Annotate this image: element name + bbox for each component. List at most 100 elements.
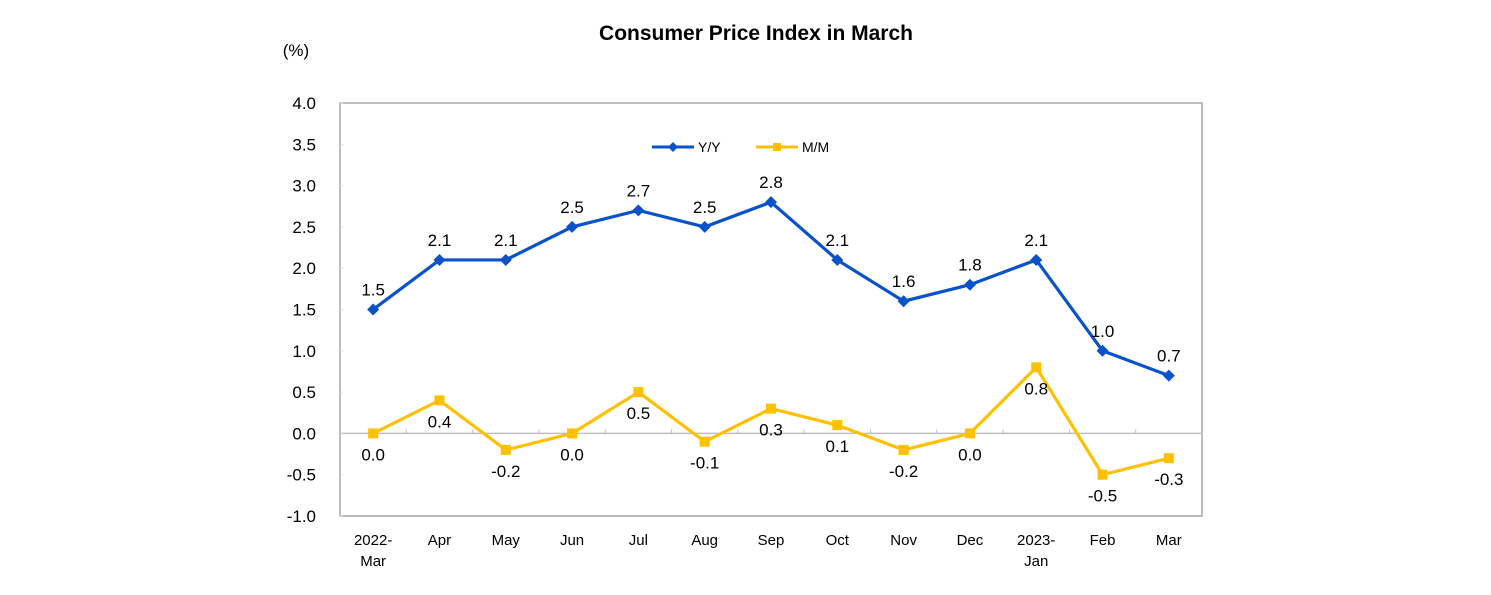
data-point-marker	[633, 387, 644, 398]
series-m-m: 0.0 0.4 -0.2 0.0 0.5 -0.1 0.3 0.1 -0.2 0.0 0.8 -0.5…	[361, 362, 1183, 506]
data-label: 0.7	[1157, 347, 1181, 366]
data-point-marker	[1163, 453, 1174, 464]
data-label: 1.8	[958, 256, 982, 275]
legend-item: M/M	[756, 139, 829, 155]
data-label: 2.1	[825, 231, 849, 250]
data-label: 2.5	[560, 198, 584, 217]
data-label: 0.0	[958, 445, 982, 464]
x-tick-label-line: Jul	[629, 532, 648, 549]
data-label: 0.4	[428, 412, 452, 431]
x-tick-label: Sep	[758, 532, 785, 549]
data-point-marker	[1031, 362, 1042, 373]
x-tick-label: May	[492, 532, 521, 549]
data-label: 2.1	[1024, 231, 1048, 250]
y-tick-label: -1.0	[287, 507, 316, 526]
legend-marker	[668, 142, 678, 152]
data-point-marker	[964, 428, 975, 439]
x-tick-label-line: Mar	[1156, 532, 1182, 549]
y-tick-label: 0.0	[292, 424, 316, 443]
x-tick-label: Jul	[629, 532, 648, 549]
legend-label: Y/Y	[698, 139, 721, 155]
y-axis: 4.0 3.5 3.0 2.5 2.0 1.5 1.0 0.5 0.0 -0.5 -1.0	[287, 94, 343, 526]
data-label: 0.8	[1024, 379, 1048, 398]
y-tick-label: 0.5	[292, 383, 316, 402]
data-point-marker	[832, 420, 843, 431]
x-tick-label-line: Dec	[957, 532, 984, 549]
x-tick-label-line: May	[492, 532, 521, 549]
x-tick-label: 2023- Jan	[1017, 532, 1055, 570]
data-point-marker	[766, 403, 776, 414]
x-tick-label: Oct	[826, 532, 850, 549]
x-tick-label: Mar	[1156, 532, 1182, 549]
plot-border	[339, 102, 1203, 517]
x-tick-label: Nov	[890, 532, 917, 549]
data-point-marker	[567, 428, 578, 439]
legend-marker	[773, 143, 781, 151]
legend-item: Y/Y	[652, 139, 721, 155]
data-point-marker	[765, 196, 777, 209]
data-label: 0.5	[627, 404, 651, 423]
x-tick-label-line: Aug	[691, 532, 718, 549]
x-tick-label-line: Jun	[560, 532, 584, 549]
series-y-y: 1.5 2.1 2.1 2.5 2.7 2.5 2.8 2.1 1.6 1.8 2.1 1.0 0.7	[361, 173, 1181, 382]
data-point-marker	[897, 295, 910, 308]
x-tick-label: Dec	[957, 532, 984, 549]
data-label: 2.8	[759, 173, 783, 192]
x-tick-label-line: 2023-	[1017, 532, 1055, 549]
x-tick-label-line: Jan	[1024, 553, 1048, 570]
y-tick-label: 3.0	[292, 177, 316, 196]
data-point-marker	[699, 436, 710, 447]
data-point-marker	[1162, 369, 1175, 382]
data-point-marker	[698, 220, 711, 233]
data-point-marker	[500, 444, 511, 455]
series-layer: 1.5 2.1 2.1 2.5 2.7 2.5 2.8 2.1 1.6 1.8 2.1 1.0 0.7 0…	[361, 173, 1183, 506]
x-tick-label-line: Feb	[1090, 532, 1116, 549]
y-tick-label: 2.5	[292, 218, 316, 237]
data-label: -0.2	[889, 462, 918, 481]
x-tick-label: Jun	[560, 532, 584, 549]
data-label: 1.6	[892, 272, 916, 291]
legend-label: M/M	[802, 139, 829, 155]
x-tick-label-line: Nov	[890, 532, 917, 549]
chart-title: Consumer Price Index in March	[599, 22, 913, 45]
x-tick-label: Feb	[1090, 532, 1116, 549]
data-label: 1.0	[1091, 322, 1115, 341]
data-label: -0.2	[491, 462, 520, 481]
y-tick-label: 3.5	[292, 135, 316, 154]
x-tick-label-line: Sep	[758, 532, 785, 549]
y-tick-label: 2.0	[292, 259, 316, 278]
data-label: 0.0	[560, 445, 584, 464]
data-label: -0.5	[1088, 487, 1117, 506]
data-point-marker	[963, 278, 976, 291]
y-axis-unit-label: (%)	[283, 41, 309, 60]
x-tick-label: Aug	[691, 532, 718, 549]
data-point-marker	[1097, 469, 1108, 480]
y-tick-label: 1.0	[292, 342, 316, 361]
data-label: 0.0	[361, 445, 385, 464]
data-point-marker	[367, 303, 380, 316]
x-tick-label-line: Apr	[428, 532, 451, 549]
data-label: 2.1	[428, 231, 452, 250]
data-point-marker	[831, 253, 844, 266]
data-label: 2.7	[627, 181, 651, 200]
x-tick-label-line: Oct	[826, 532, 850, 549]
x-tick-label-line: 2022-	[354, 532, 392, 549]
data-label: 0.3	[759, 421, 783, 440]
plot-area	[339, 102, 1203, 517]
data-point-marker	[433, 253, 446, 266]
y-tick-label: 4.0	[292, 94, 316, 113]
data-point-marker	[898, 444, 909, 455]
x-tick-label-line: Mar	[360, 553, 386, 570]
data-label: 2.1	[494, 231, 518, 250]
data-point-marker	[1096, 344, 1109, 357]
data-label: 1.5	[361, 281, 385, 300]
data-point-marker	[566, 220, 579, 233]
legend: Y/Y M/M	[652, 139, 829, 155]
data-label: 2.5	[693, 198, 717, 217]
data-label: -0.3	[1154, 470, 1183, 489]
data-point-marker	[368, 428, 379, 439]
data-label: -0.1	[690, 454, 719, 473]
x-axis: 2022- Mar Apr May Jun Jul Aug Sep Oct Nov Dec 2023-…	[354, 532, 1182, 570]
data-point-marker	[632, 204, 645, 217]
